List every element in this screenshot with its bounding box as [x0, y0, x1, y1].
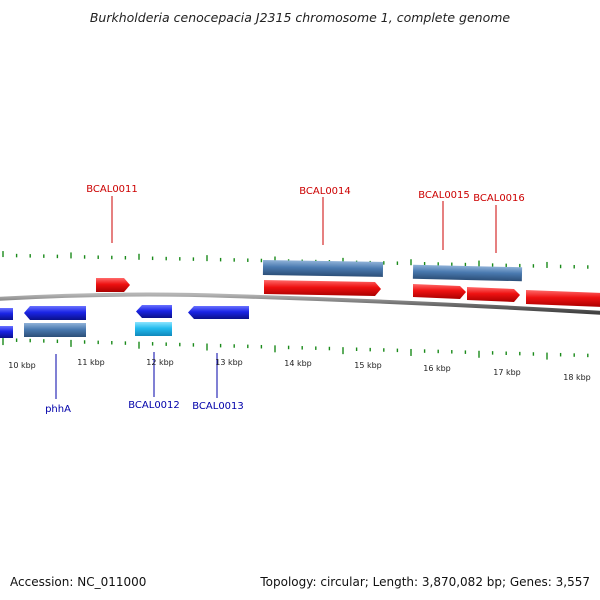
- gene-features: [0, 260, 600, 338]
- label-bcal0014[interactable]: BCAL0014: [299, 186, 351, 197]
- genome-summary-text: Topology: circular; Length: 3,870,082 bp…: [260, 575, 590, 589]
- feature-bar-bcal0015-16[interactable]: [412, 264, 523, 282]
- scale-label: 18 kbp: [563, 373, 591, 382]
- label-bcal0016[interactable]: BCAL0016: [473, 193, 525, 204]
- feature-bar-edge-inner[interactable]: [0, 326, 13, 338]
- genome-title: Burkholderia cenocepacia J2315 chromosom…: [89, 10, 511, 25]
- gene-arrow-bcal0014[interactable]: [264, 280, 381, 296]
- scale-label: 14 kbp: [284, 359, 312, 368]
- feature-bar-bcal0012[interactable]: [135, 322, 172, 336]
- feature-bar-phha[interactable]: [24, 323, 86, 337]
- scale-label: 10 kbp: [8, 361, 36, 370]
- label-bcal0012[interactable]: BCAL0012: [128, 400, 180, 411]
- label-bcal0013[interactable]: BCAL0013: [192, 401, 244, 412]
- scale-label: 16 kbp: [423, 364, 451, 373]
- label-phha[interactable]: phhA: [45, 404, 71, 415]
- scale-label: 15 kbp: [354, 361, 382, 370]
- gene-arrow-phha[interactable]: [24, 306, 86, 320]
- label-bcal0015[interactable]: BCAL0015: [418, 190, 470, 201]
- label-bcal0011[interactable]: BCAL0011: [86, 184, 138, 195]
- gene-arrow-edge-forward[interactable]: [526, 290, 600, 307]
- scale-label: 17 kbp: [493, 368, 521, 377]
- feature-bar-bcal0014[interactable]: [262, 260, 384, 277]
- gene-arrow-bcal0015[interactable]: [413, 284, 466, 299]
- accession-text: Accession: NC_011000: [10, 575, 147, 589]
- tick-row-bottom: [2, 338, 589, 360]
- scale-label: 12 kbp: [146, 358, 174, 367]
- chromosome-backbone: [0, 292, 600, 315]
- scale-labels: 10 kbp 11 kbp 12 kbp 13 kbp 14 kbp 15 kbp 16 k…: [8, 358, 591, 382]
- gene-labels: BCAL0011 BCAL0014 BCAL0015 BCAL0016 phhA BCAL…: [45, 184, 525, 415]
- gene-arrow-bcal0016[interactable]: [467, 287, 520, 302]
- gene-arrow-bcal0013[interactable]: [188, 306, 249, 319]
- gene-arrow-bcal0011[interactable]: [96, 278, 130, 292]
- scale-label: 13 kbp: [215, 358, 243, 367]
- gene-arrow-bcal0012[interactable]: [136, 305, 172, 318]
- label-leaders: [55, 196, 497, 399]
- scale-label: 11 kbp: [77, 358, 105, 367]
- gene-arrow-edge-reverse[interactable]: [0, 308, 13, 320]
